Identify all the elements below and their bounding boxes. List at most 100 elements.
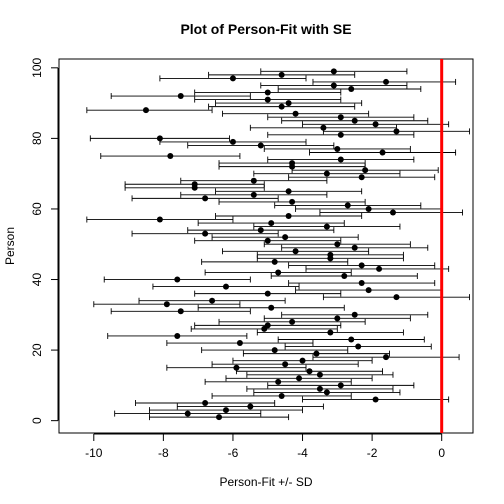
data-point [236, 340, 243, 347]
data-point [177, 93, 184, 100]
data-point [268, 220, 275, 227]
data-point [393, 294, 400, 301]
y-tick-label: 100 [30, 57, 44, 77]
data-point [278, 103, 285, 110]
data-point [167, 153, 174, 160]
x-tick-label: -4 [297, 446, 308, 460]
data-point [337, 156, 344, 163]
data-point [229, 138, 236, 145]
data-point [142, 107, 149, 114]
data-point [174, 276, 181, 283]
data-point [156, 216, 163, 223]
data-point [316, 385, 323, 392]
data-point [229, 75, 236, 82]
data-point [216, 414, 223, 421]
data-point [299, 357, 306, 364]
data-point [383, 78, 390, 85]
data-point [323, 223, 330, 230]
data-point [247, 403, 254, 410]
data-point [344, 202, 351, 209]
data-point [174, 332, 181, 339]
data-point [282, 361, 289, 368]
x-tick-label: -2 [367, 446, 378, 460]
data-point [184, 410, 191, 417]
errorbar [86, 107, 213, 114]
data-point [264, 237, 271, 244]
data-point [365, 287, 372, 294]
data-point [323, 389, 330, 396]
data-point [337, 114, 344, 121]
data-point [306, 368, 313, 375]
data-point [289, 160, 296, 167]
y-tick-label: 0 [30, 417, 44, 424]
data-point [233, 364, 240, 371]
data-point [351, 311, 358, 318]
data-point [250, 177, 257, 184]
data-point [209, 297, 216, 304]
data-point [327, 251, 334, 258]
data-point [282, 234, 289, 241]
data-point [275, 378, 282, 385]
data-point [289, 198, 296, 205]
x-tick-label: -10 [85, 446, 103, 460]
y-tick-label: 80 [30, 131, 44, 145]
data-point [264, 290, 271, 297]
data-point [285, 188, 292, 195]
data-point [365, 205, 372, 212]
data-point [393, 128, 400, 135]
x-tick-label: -8 [158, 446, 169, 460]
x-tick-label: 0 [438, 446, 445, 460]
data-point [334, 145, 341, 152]
y-axis-label: Person [3, 227, 17, 265]
data-point [348, 336, 355, 343]
chart-title: Plot of Person-Fit with SE [180, 21, 351, 37]
y-tick-label: 60 [30, 202, 44, 216]
data-point [278, 392, 285, 399]
data-point [337, 382, 344, 389]
data-point [323, 170, 330, 177]
data-point [191, 181, 198, 188]
data-point [316, 371, 323, 378]
data-point [330, 68, 337, 75]
data-point [268, 304, 275, 311]
data-point [327, 329, 334, 336]
y-axis: 0 20 40 60 80 100 [30, 57, 59, 424]
data-point [250, 191, 257, 198]
data-point [156, 135, 163, 142]
data-point [355, 343, 362, 350]
data-point [389, 209, 396, 216]
x-tick-label: -6 [228, 446, 239, 460]
data-point [264, 89, 271, 96]
data-point [334, 315, 341, 322]
data-point [337, 131, 344, 138]
plot-frame [58, 58, 474, 434]
data-point [177, 308, 184, 315]
x-axis-label: Person-Fit +/- SD [219, 475, 312, 489]
data-point [330, 82, 337, 89]
data-point [285, 100, 292, 107]
data-point [257, 142, 264, 149]
data-point [285, 213, 292, 220]
data-point [351, 244, 358, 251]
data-point [202, 195, 209, 202]
data-point [358, 174, 365, 181]
data-point [257, 227, 264, 234]
data-point [202, 230, 209, 237]
data-point [275, 269, 282, 276]
data-point [264, 96, 271, 103]
data-point [383, 354, 390, 361]
y-tick-label: 40 [30, 273, 44, 287]
x-axis: -10 -8 -6 -4 -2 0 [85, 433, 445, 460]
data-point [376, 265, 383, 272]
data-point [296, 375, 303, 382]
data-point [372, 121, 379, 128]
data-point [202, 400, 209, 407]
data-point [222, 407, 229, 414]
data-point [264, 322, 271, 329]
data-point [358, 280, 365, 287]
data-point [271, 347, 278, 354]
data-point [334, 241, 341, 248]
data-point [278, 71, 285, 78]
data-point [271, 258, 278, 265]
